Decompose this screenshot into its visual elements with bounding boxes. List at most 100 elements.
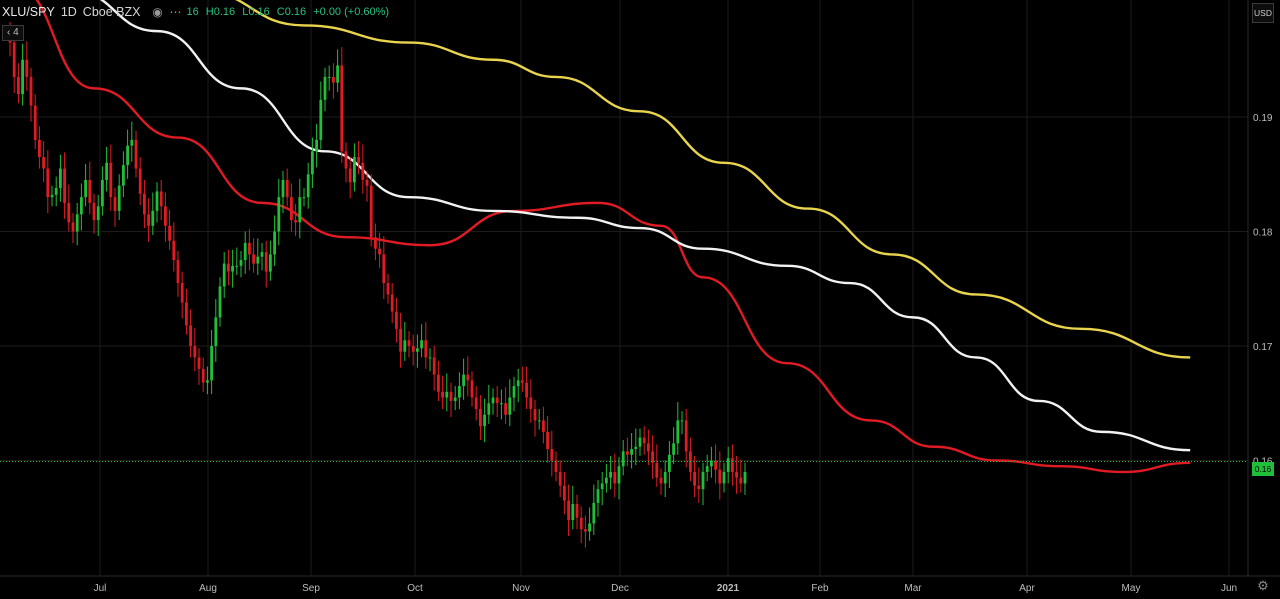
symbol-name[interactable]: XLU/SPY	[2, 5, 55, 19]
time-tick-label: Apr	[1019, 583, 1035, 594]
price-tick-label: 0.19	[1253, 113, 1273, 124]
candle-body	[605, 477, 608, 484]
candle-body	[571, 504, 575, 521]
candle-body	[273, 231, 276, 255]
candle-body	[466, 374, 470, 381]
candle-body	[281, 179, 285, 198]
candle-body	[638, 437, 642, 447]
candle-body	[647, 443, 650, 452]
candle-body	[533, 408, 537, 421]
candle-body	[596, 489, 600, 503]
candle-body	[201, 368, 205, 383]
close-value: C0.16	[276, 6, 307, 18]
candle-body	[676, 420, 680, 444]
candle-body	[546, 431, 549, 450]
candle-body	[701, 471, 705, 490]
candle-body	[710, 460, 713, 467]
time-axis[interactable]: Jul Aug Sep Oct Nov Dec 2021 Feb Mar Apr May Jun	[94, 583, 1237, 594]
open-value: 16	[186, 6, 199, 18]
candle-body	[668, 454, 671, 472]
eye-icon[interactable]: ◉	[152, 5, 163, 19]
candle-body	[302, 197, 306, 199]
time-tick-label: Mar	[904, 583, 922, 594]
candle-body	[365, 179, 369, 186]
candle-body	[487, 403, 491, 415]
candle-body	[54, 187, 58, 195]
time-tick-label: Oct	[407, 583, 423, 594]
candle-body	[243, 242, 247, 261]
candle-body	[298, 197, 302, 223]
more-icon[interactable]: ⋯	[169, 5, 182, 19]
currency-badge[interactable]: USD	[1252, 3, 1274, 23]
time-tick-label: Feb	[811, 583, 829, 594]
candle-body	[252, 254, 255, 264]
candle-body	[483, 414, 486, 427]
exchange-label: Cboe BZX	[82, 5, 141, 19]
candle-body	[21, 59, 24, 95]
candle-body	[63, 168, 66, 203]
candle-body	[29, 76, 33, 106]
candle-body	[42, 157, 45, 169]
candle-body	[399, 328, 402, 352]
candle-body	[80, 197, 83, 215]
candle-body	[609, 471, 612, 478]
candle-body	[130, 139, 134, 146]
candle-body	[96, 206, 100, 221]
candle-body	[458, 386, 461, 398]
candle-body	[416, 348, 419, 352]
candle-body	[630, 449, 633, 455]
candle-body	[495, 397, 499, 404]
candle-body	[718, 469, 722, 484]
candle-body	[17, 76, 20, 95]
candle-body	[390, 294, 394, 312]
candle-body	[155, 191, 159, 211]
timeframe-label[interactable]: 1D	[60, 5, 77, 19]
candle-body	[651, 451, 654, 463]
candle-body	[319, 99, 323, 140]
candle-body	[147, 214, 150, 226]
candle-body	[71, 222, 75, 232]
candle-body	[588, 523, 591, 532]
gear-icon[interactable]: ⚙	[1257, 578, 1269, 593]
candle-body	[231, 265, 234, 272]
candle-body	[395, 311, 398, 329]
candle-body	[617, 466, 621, 484]
candle-body	[449, 391, 453, 401]
candle-body	[563, 485, 566, 501]
candle-body	[697, 485, 701, 490]
candle-body	[180, 283, 184, 303]
candle-body	[407, 340, 411, 346]
candle-body	[344, 151, 348, 169]
candle-body	[462, 374, 465, 387]
candle-body	[159, 191, 163, 207]
indicators-toggle[interactable]: ‹ 4	[2, 25, 24, 41]
candle-body	[403, 340, 407, 352]
candle-body	[621, 451, 625, 467]
candle-body	[361, 162, 365, 180]
candle-body	[105, 162, 108, 180]
candle-body	[25, 59, 29, 77]
candle-body	[705, 466, 709, 472]
candle-body	[470, 380, 474, 398]
candle-body	[294, 220, 297, 223]
price-tick-label: 0.18	[1253, 228, 1273, 239]
candle-body	[386, 283, 390, 295]
moving-average-line	[99, 0, 1191, 452]
candle-body	[256, 256, 260, 264]
candle-body	[185, 302, 188, 326]
time-tick-label: May	[1122, 583, 1141, 594]
candle-body	[176, 260, 180, 284]
moving-average-line	[35, 0, 1191, 474]
candle-body	[554, 460, 558, 472]
candle-body	[193, 346, 197, 358]
candle-body	[634, 446, 638, 450]
candle-body	[189, 325, 192, 346]
time-tick-label: 2021	[717, 583, 740, 594]
candle-body	[227, 263, 230, 272]
candle-body	[378, 248, 381, 255]
price-axis[interactable]: 0.190.180.170.16	[1253, 113, 1273, 468]
symbol-legend[interactable]: XLU/SPY 1D Cboe BZX ◉ ⋯ 16 H0.16 L0.16 C…	[2, 3, 393, 21]
candle-body	[722, 471, 726, 484]
candle-body	[12, 42, 16, 77]
